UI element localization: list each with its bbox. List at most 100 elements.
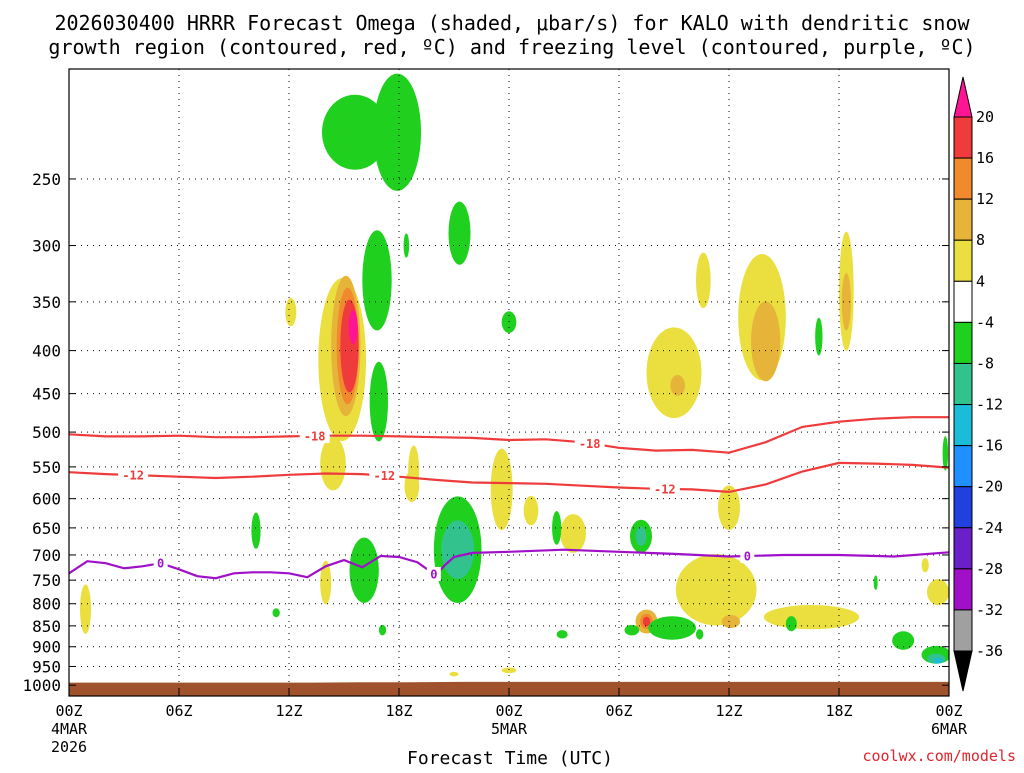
isotherm-label: 0 [430,567,437,581]
isotherm-label-bg [299,428,330,443]
omega-blob [378,624,387,636]
y-tick-label: 550 [32,458,61,477]
omega-blob [349,537,379,603]
omega-blob [501,667,517,674]
colorbar-tick-label: -36 [976,642,1003,660]
colorbar-swatch [953,362,973,406]
colorbar-swatch [953,280,973,323]
isotherm-label: -18 [579,437,601,451]
x-tick-label: 00Z [495,702,522,720]
y-tick-label: 450 [32,385,61,404]
x-tick-year: 2026 [51,738,87,756]
x-tick-date: 5MAR [491,720,528,738]
omega-blob [942,436,949,471]
omega-blob [490,448,513,531]
omega-blob [251,512,261,549]
colorbar-tick-label: 16 [976,149,994,167]
colorbar-tick-label: -8 [976,354,994,372]
x-axis-title: Forecast Time (UTC) [407,748,613,768]
x-tick-label: 06Z [165,702,192,720]
y-tick-label: 900 [32,638,61,657]
omega-blob [751,301,781,382]
omega-blob [646,327,702,419]
colorbar-tick-label: 20 [976,108,994,126]
omega-blob [285,297,297,327]
isotherm-label-bg [118,468,149,483]
colorbar-swatch [953,486,973,529]
omega-blob [927,579,949,606]
omega-blob [635,526,647,546]
omega-blob [892,631,915,650]
omega-blob [404,470,420,503]
y-axis: 250 300 350 400 450 500 550 600 650 700 750 800 850 9… [22,170,949,695]
colorbar-swatch [953,568,973,611]
isotherm-label: -18 [304,429,326,443]
omega-blob [675,554,757,626]
x-tick-date: 6MAR [931,720,968,738]
omega-blob [369,361,389,442]
omega-blob [560,514,587,553]
omega-blob [320,560,332,605]
omega-blob [441,520,475,579]
colorbar-swatch [953,527,973,570]
colorbar-swatch [953,321,973,364]
omega-blob [696,629,704,640]
x-tick-label: 00Z [55,702,82,720]
omega-blob [642,616,651,627]
y-tick-label: 600 [32,490,61,509]
colorbar-swatch [953,157,973,200]
colorbar-swatch [953,116,973,159]
isotherm-label-bg [153,556,168,571]
isotherm-label-bg [574,436,605,451]
omega-blob [448,201,471,265]
omega-blob [348,309,358,345]
y-tick-label: 500 [32,423,61,442]
isotherm-line [69,416,949,454]
y-tick-label: 1000 [22,676,61,695]
y-tick-label: 250 [32,170,61,189]
omega-blob [696,252,711,309]
y-tick-label: 300 [32,237,61,256]
y-tick-label: 700 [32,546,61,565]
isotherm-label: -12 [654,482,676,496]
colorbar-tick-label: 4 [976,272,985,290]
omega-blob [523,495,539,526]
colorbar-tick-label: -4 [976,313,994,331]
isotherm-line [69,461,949,494]
omega-blob [320,436,346,491]
omega-blob [403,233,410,258]
omega-blob [449,671,459,677]
omega-blob [322,94,388,170]
colorbar-swatch [953,609,973,652]
x-tick-label: 12Z [715,702,742,720]
omega-blob [80,584,91,634]
x-tick-label: 18Z [385,702,412,720]
y-tick-label: 400 [32,342,61,361]
omega-blob [362,230,392,331]
colorbar-tick-label: 12 [976,190,994,208]
isotherm-label: 0 [744,549,751,563]
y-tick-label: 650 [32,519,61,538]
colorbar-tick-label: -16 [976,437,1003,455]
omega-blob [373,73,421,191]
colorbar-tick-label: -24 [976,519,1003,537]
omega-blob [648,616,697,640]
grid-layer [69,69,949,696]
isotherm-layer: -18 -18 -12 -12 -12 0 0 0 [69,416,949,581]
isotherm-label: 0 [157,557,164,571]
y-tick-label: 850 [32,617,61,636]
colorbar-swatch [953,239,973,282]
omega-blob [763,605,860,630]
colorbar-bottom-arrow [953,650,973,692]
colorbar-tick-label: -20 [976,478,1003,496]
chart-title-line2: growth region (contoured, red, ºC) and f… [48,35,975,59]
colorbar-swatch [953,445,973,488]
colorbar-tick-label: 8 [976,231,985,249]
omega-blob [921,558,929,573]
omega-blob [933,657,943,664]
isotherm-label: -12 [373,469,395,483]
omega-blob [552,511,562,545]
